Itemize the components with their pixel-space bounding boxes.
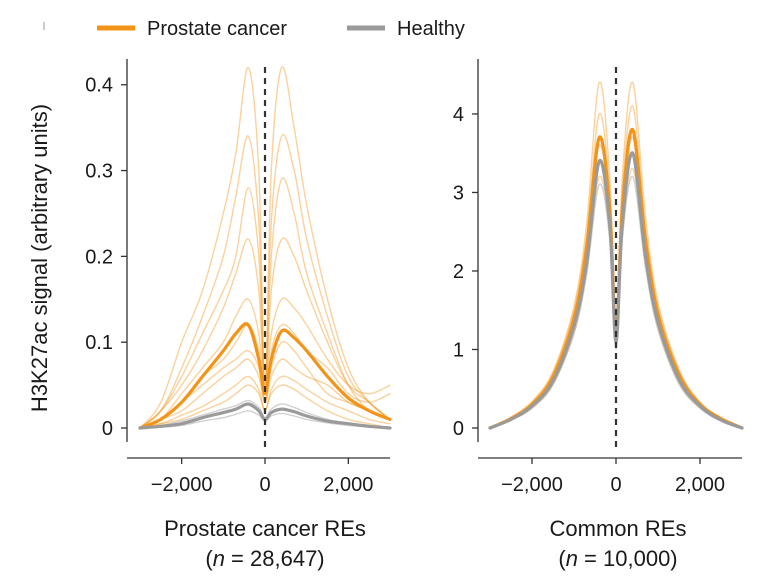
legend: Prostate cancer Healthy — [43, 18, 465, 40]
x-tick-label: 2,000 — [323, 474, 373, 496]
y-axis-label: H3K27ac signal (arbitrary units) — [27, 104, 52, 412]
series-line-prostate-cancer-mean — [138, 322, 392, 430]
y-tick-label: 4 — [453, 104, 464, 126]
series-lines — [488, 81, 744, 430]
series-line-prostate-cancer-sample-2 — [139, 133, 391, 429]
y-tick-label: 1 — [453, 339, 464, 361]
series-line-prostate-cancer-sample-1 — [139, 66, 391, 429]
y-tick-label: 0 — [453, 418, 464, 440]
x-axis-sample-size-prostate: (n = 28,647) — [205, 546, 324, 571]
series-line-healthy-sample-2 — [489, 176, 743, 429]
x-axis-label-common-res: Common REs — [550, 516, 687, 541]
y-tick-label: 0.4 — [85, 75, 113, 97]
sample-size-symbol: n — [213, 546, 225, 571]
axis-ticks: 0 1 2 3 4 −2,000 0 2,000 — [453, 104, 725, 496]
series-line-healthy-mean — [488, 151, 744, 430]
y-tick-label: 0.3 — [85, 161, 113, 183]
sample-size-value: = 10,000) — [578, 546, 678, 571]
legend-label-healthy: Healthy — [397, 18, 465, 40]
sample-size-symbol: n — [566, 546, 578, 571]
y-tick-label: 0 — [102, 418, 113, 440]
x-axis-label-prostate-cancer-res: Prostate cancer REs — [164, 516, 366, 541]
legend-label-prostate-cancer: Prostate cancer — [147, 18, 287, 40]
sample-size-value: = 28,647) — [225, 546, 325, 571]
y-tick-label: 2 — [453, 261, 464, 283]
x-tick-label: −2,000 — [501, 474, 563, 496]
chart-panel-common-res: 0 1 2 3 4 −2,000 0 2,000 Common REs (n = 10,000… — [453, 59, 744, 571]
y-tick-label: 0.1 — [85, 332, 113, 354]
y-tick-label: 0.2 — [85, 246, 113, 268]
y-tick-label: 3 — [453, 182, 464, 204]
x-tick-label: 2,000 — [675, 474, 725, 496]
x-tick-label: 0 — [610, 474, 621, 496]
x-axis-sample-size-common: (n = 10,000) — [558, 546, 677, 571]
axis-ticks: 0 0.1 0.2 0.3 0.4 −2,000 0 2,000 — [85, 75, 373, 496]
x-tick-label: 0 — [259, 474, 270, 496]
x-tick-label: −2,000 — [151, 474, 213, 496]
chart-panel-prostate-cancer-res: 0 0.1 0.2 0.3 0.4 −2,000 0 2,000 Prostate cance… — [85, 59, 392, 571]
